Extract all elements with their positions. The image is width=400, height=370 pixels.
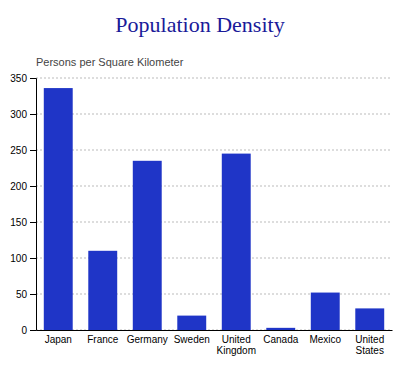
tick-mark <box>30 114 36 115</box>
x-axis: JapanFranceGermanySwedenUnitedKingdomCan… <box>37 330 393 356</box>
tick-label: Canada <box>263 334 298 345</box>
tick-label: UnitedStates <box>355 334 384 356</box>
tick-label: 300 <box>10 109 27 120</box>
axis-line <box>30 79 37 331</box>
bar <box>133 161 162 330</box>
tick-mark <box>30 78 36 79</box>
bar <box>88 251 117 330</box>
tick-label-line: United <box>222 334 251 345</box>
tick-mark <box>30 150 36 151</box>
subtitle: Persons per Square Kilometer <box>36 56 184 68</box>
tick-label: Japan <box>45 334 72 345</box>
y-axis: 0 50 100 150 200 250 300 350 <box>10 73 36 336</box>
tick-label-line: Japan <box>45 334 72 345</box>
tick: Sweden <box>174 330 210 345</box>
tick-mark <box>30 222 36 223</box>
tick-mark <box>30 330 36 331</box>
tick: Japan <box>45 330 72 345</box>
tick: 100 <box>10 253 36 264</box>
tick-label: Sweden <box>174 334 210 345</box>
tick: 0 <box>21 325 36 336</box>
tick: Canada <box>263 330 298 345</box>
bar <box>266 328 295 330</box>
grid-line <box>36 150 392 151</box>
tick: Mexico <box>309 330 341 345</box>
tick-label: UnitedKingdom <box>217 334 256 356</box>
tick: 50 <box>16 289 36 300</box>
bars <box>44 88 384 330</box>
tick: 350 <box>10 73 36 84</box>
tick: 300 <box>10 109 36 120</box>
tick-label: France <box>87 334 119 345</box>
tick-label-line: Mexico <box>309 334 341 345</box>
tick-label: 350 <box>10 73 27 84</box>
tick-label: Germany <box>127 334 168 345</box>
grid <box>36 78 392 330</box>
bar <box>222 154 251 330</box>
tick-label-line: Kingdom <box>217 345 256 356</box>
tick-label: 250 <box>10 145 27 156</box>
tick-label-line: Canada <box>263 334 298 345</box>
tick-label-line: States <box>356 345 384 356</box>
axis-line <box>37 330 393 331</box>
tick-mark <box>30 294 36 295</box>
title: Population Density <box>115 12 284 37</box>
bar <box>177 316 206 330</box>
grid-line <box>36 78 392 79</box>
tick-label: 0 <box>21 325 27 336</box>
tick: Germany <box>127 330 168 345</box>
chart: Population Density Persons per Square Kil… <box>0 0 400 370</box>
tick-mark <box>30 258 36 259</box>
plot: 0 50 100 150 200 250 300 350 Japan France Germany S… <box>10 73 392 356</box>
tick: France <box>87 330 119 345</box>
tick-label: 200 <box>10 181 27 192</box>
tick: 200 <box>10 181 36 192</box>
tick-mark <box>30 186 36 187</box>
tick: 150 <box>10 217 36 228</box>
grid-line <box>36 222 392 223</box>
tick-label: 150 <box>10 217 27 228</box>
tick: UnitedStates <box>355 330 384 356</box>
tick-label-line: Germany <box>127 334 168 345</box>
bar <box>44 88 73 330</box>
tick-label: 100 <box>10 253 27 264</box>
tick-label-line: France <box>87 334 119 345</box>
tick-label: Mexico <box>309 334 341 345</box>
tick-label-line: Sweden <box>174 334 210 345</box>
grid-line <box>36 114 392 115</box>
grid-line <box>36 186 392 187</box>
tick: 250 <box>10 145 36 156</box>
bar <box>311 293 340 330</box>
bar <box>355 308 384 330</box>
tick-label: 50 <box>16 289 28 300</box>
tick: UnitedKingdom <box>217 330 256 356</box>
tick-label-line: United <box>355 334 384 345</box>
